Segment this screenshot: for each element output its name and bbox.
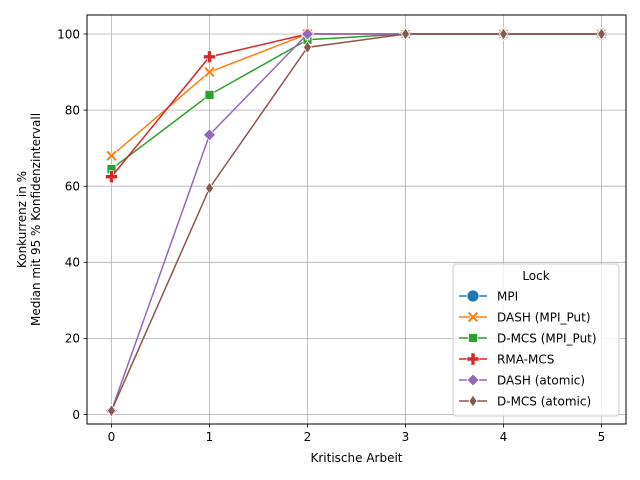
legend-item-mpi: MPI bbox=[459, 289, 518, 303]
series-line-d-mcs-atomic bbox=[110, 33, 602, 411]
y-tick-label: 80 bbox=[65, 103, 80, 117]
data-point-d-mcs-atomic bbox=[401, 27, 410, 41]
legend-item-dash-mpi-put: DASH (MPI_Put) bbox=[459, 310, 591, 324]
data-point-d-mcs-atomic bbox=[303, 40, 312, 55]
legend-item-rma-mcs: RMA-MCS bbox=[459, 352, 554, 366]
data-point-d-mcs-atomic bbox=[107, 403, 116, 418]
legend: Lock MPI DASH (MPI_Put) D-MCS (MPI_Put) RMA-… bbox=[452, 263, 620, 417]
x-tick-label: 1 bbox=[206, 430, 214, 444]
series-rma-mcs bbox=[105, 27, 608, 183]
data-point-dash-atomic bbox=[202, 128, 217, 142]
y-tick-label: 40 bbox=[65, 256, 80, 270]
legend-marker bbox=[466, 352, 480, 366]
axis-ticks: 0 1 2 3 4 5 0 20 40 60 80 100 bbox=[57, 27, 605, 444]
y-tick-label: 100 bbox=[57, 27, 80, 41]
x-tick-label: 2 bbox=[304, 430, 312, 444]
legend-box bbox=[452, 263, 620, 417]
data-point-dash-mpi-put bbox=[203, 66, 216, 78]
legend-item-d-mcs-atomic: D-MCS (atomic) bbox=[459, 394, 591, 408]
legend-marker bbox=[468, 394, 478, 408]
data-point-d-mcs-atomic bbox=[205, 181, 214, 195]
x-tick-label: 5 bbox=[598, 430, 606, 444]
data-point-d-mcs-atomic bbox=[597, 27, 606, 41]
y-axis-label-line-1: Konkurrenz in % bbox=[15, 171, 29, 268]
series-d-mcs-atomic bbox=[107, 27, 606, 418]
x-axis-label: Kritische Arbeit bbox=[310, 451, 402, 465]
data-point-rma-mcs bbox=[105, 170, 118, 183]
legend-marker bbox=[468, 333, 478, 343]
y-tick-label: 60 bbox=[65, 180, 80, 194]
legend-marker bbox=[466, 289, 480, 303]
series-d-mcs-mpi-put bbox=[106, 29, 607, 174]
legend-item-d-mcs-mpi-put: D-MCS (MPI_Put) bbox=[459, 331, 597, 345]
x-tick-label: 4 bbox=[500, 430, 508, 444]
data-point-dash-mpi-put bbox=[105, 149, 118, 162]
plot-frame bbox=[86, 14, 627, 425]
series-line-rma-mcs bbox=[110, 33, 602, 178]
grid bbox=[87, 15, 626, 424]
x-tick-label: 0 bbox=[108, 430, 116, 444]
data-point-d-mcs-atomic bbox=[499, 27, 508, 41]
data-point-dash-atomic bbox=[300, 27, 315, 41]
y-axis-label-line-2: Median mit 95 % Konfidenzintervall bbox=[29, 113, 43, 326]
legend-marker bbox=[466, 373, 480, 387]
series-layer bbox=[104, 27, 609, 418]
legend-label: D-MCS (MPI_Put) bbox=[497, 331, 597, 345]
legend-label: RMA-MCS bbox=[497, 352, 554, 366]
legend-label: DASH (MPI_Put) bbox=[497, 310, 591, 324]
data-point-rma-mcs bbox=[203, 50, 216, 64]
legend-marker bbox=[467, 311, 479, 323]
series-dash-mpi-put bbox=[105, 28, 608, 162]
legend-label: DASH (atomic) bbox=[497, 373, 585, 387]
data-point-d-mcs-mpi-put bbox=[204, 89, 215, 100]
legend-label: MPI bbox=[497, 289, 518, 303]
legend-title: Lock bbox=[522, 269, 549, 283]
y-tick-label: 0 bbox=[72, 408, 80, 422]
series-line-d-mcs-mpi-put bbox=[111, 33, 602, 170]
y-tick-label: 20 bbox=[65, 332, 80, 346]
x-tick-label: 3 bbox=[402, 430, 410, 444]
legend-label: D-MCS (atomic) bbox=[497, 394, 591, 408]
series-line-dash-mpi-put bbox=[111, 33, 602, 157]
legend-item-dash-atomic: DASH (atomic) bbox=[459, 373, 585, 387]
